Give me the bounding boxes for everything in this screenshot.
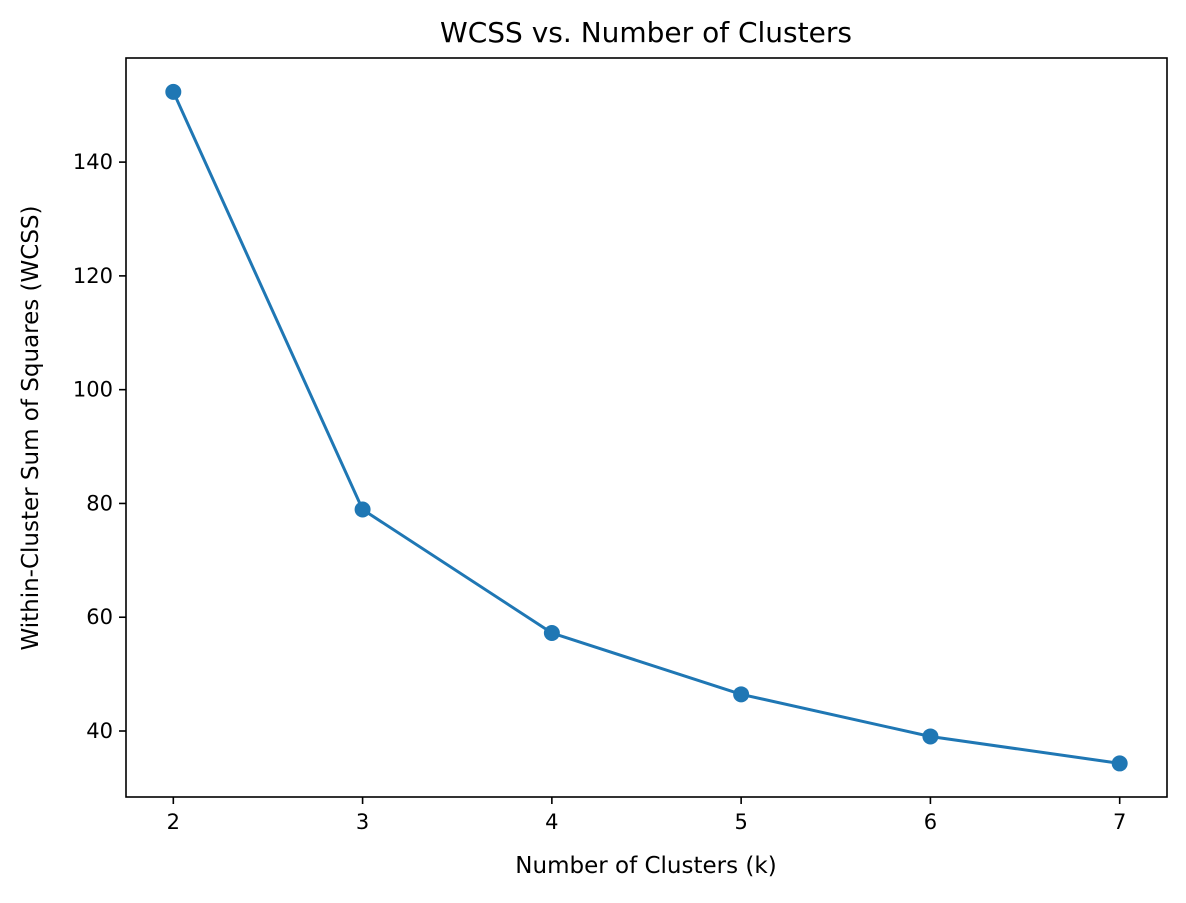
y-tick-label: 120: [73, 264, 113, 288]
data-point: [543, 624, 560, 641]
ticks-layer: 2 3 4 5 6 7 40 60 80 100 120 140: [73, 150, 1126, 834]
x-tick-label: 6: [924, 810, 937, 834]
x-tick-label: 3: [356, 810, 369, 834]
y-tick-label: 100: [73, 378, 113, 402]
series-layer: [165, 83, 1128, 772]
y-tick-label: 60: [86, 605, 113, 629]
x-tick-label: 7: [1113, 810, 1126, 834]
y-axis-label: Within-Cluster Sum of Squares (WCSS): [18, 205, 44, 650]
data-point: [354, 501, 371, 518]
y-tick-label: 140: [73, 150, 113, 174]
x-tick-label: 4: [545, 810, 558, 834]
chart-title: WCSS vs. Number of Clusters: [440, 16, 852, 49]
plot-area-frame: [125, 57, 1168, 798]
data-point: [1111, 755, 1128, 772]
x-axis-label: Number of Clusters (k): [515, 853, 776, 879]
data-point: [922, 728, 939, 745]
y-tick-label: 80: [86, 491, 113, 515]
data-point: [733, 686, 750, 703]
data-point: [165, 83, 182, 100]
y-tick-label: 40: [86, 719, 113, 743]
x-tick-label: 5: [734, 810, 747, 834]
x-tick-label: 2: [167, 810, 180, 834]
series-line: [171, 91, 1120, 765]
